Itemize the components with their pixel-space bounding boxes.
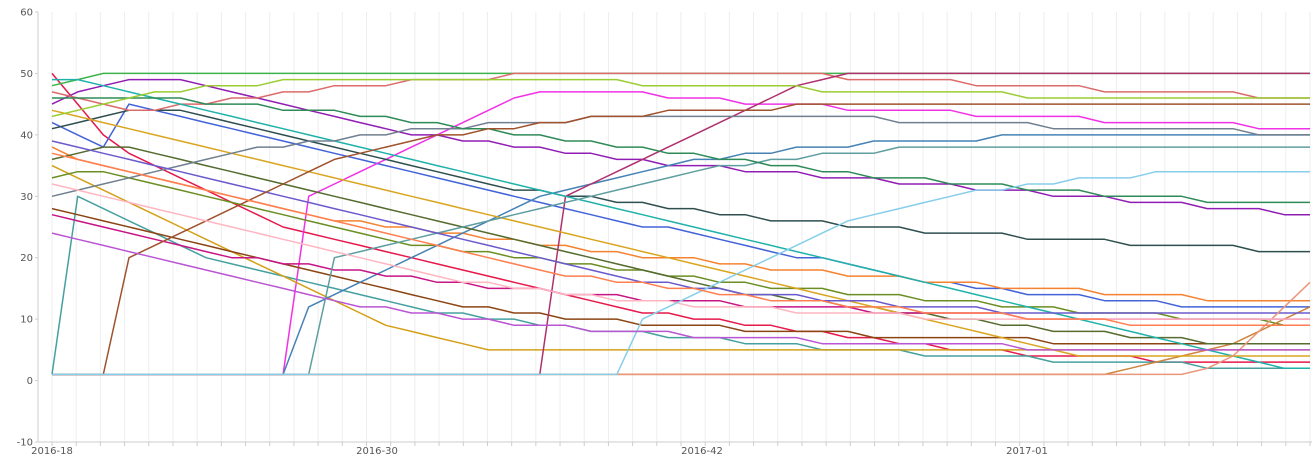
series-line [51, 232, 1310, 351]
series-line [51, 195, 1310, 375]
series-line [51, 78, 1310, 118]
y-tick-label: 30 [20, 192, 33, 203]
series-line [52, 170, 1310, 376]
y-tick-label: 60 [20, 8, 33, 19]
x-tick-label: 2016-42 [681, 446, 723, 457]
y-tick-label: 0 [27, 376, 33, 387]
y-tick-label: 50 [20, 69, 33, 80]
y-tick-label: 40 [20, 130, 33, 141]
series-line [52, 78, 1310, 370]
series-line [51, 78, 1310, 216]
series-line [51, 109, 1310, 357]
x-tick-label: 2016-18 [31, 446, 73, 457]
series-line [51, 109, 1310, 253]
series-line [51, 146, 1310, 345]
series-lines [51, 72, 1311, 376]
series-line [51, 140, 1310, 314]
axes [37, 12, 1312, 443]
y-tick-label: -10 [17, 438, 33, 449]
series-line [51, 103, 1310, 308]
series-line [51, 152, 1310, 327]
series-line [51, 115, 1310, 198]
series-line [51, 72, 1310, 112]
series-line [52, 97, 1310, 204]
x-tick-labels: 2016-18 2016-30 2016-42 2017-01 [31, 446, 1048, 457]
x-tick-label: 2017-01 [1006, 446, 1048, 457]
y-tick-label: 10 [20, 315, 33, 326]
x-tick-label: 2016-30 [356, 446, 398, 457]
y-tick-label: 20 [20, 253, 33, 264]
y-tick-labels: -10 0 10 20 30 40 50 60 [17, 8, 38, 449]
series-line [52, 103, 1310, 376]
